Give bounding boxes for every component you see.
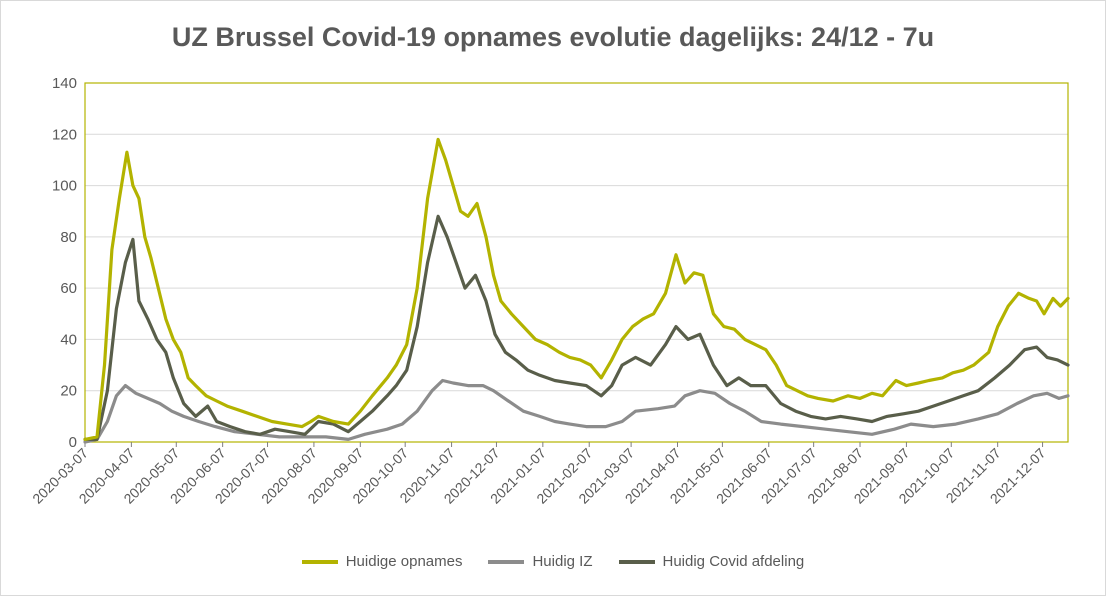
- series-line-huidig-covid-afdeling: [83, 214, 1070, 441]
- series-line-huidige-opnames: [83, 137, 1070, 441]
- legend-label: Huidig Covid afdeling: [662, 553, 805, 570]
- legend-swatch: [618, 559, 655, 564]
- legend-label: Huidige opnames: [345, 553, 463, 570]
- legend-item: Huidig Covid afdeling: [618, 553, 805, 570]
- legend: Huidige opnames Huidig IZ Huidig Covid afd…: [0, 553, 1106, 570]
- legend-swatch: [488, 559, 525, 564]
- y-tick-label: 60: [60, 280, 77, 297]
- series-line-huidig-iz: [83, 378, 1070, 444]
- y-tick-label: 100: [52, 178, 77, 195]
- y-tick-label: 0: [69, 434, 77, 451]
- legend-label: Huidig IZ: [532, 553, 593, 570]
- y-tick-label: 20: [60, 383, 77, 400]
- chart-title: UZ Brussel Covid-19 opnames evolutie dag…: [171, 22, 935, 52]
- plot-area-border: [84, 82, 1069, 443]
- legend-item: Huidig IZ: [488, 553, 593, 570]
- y-tick-label: 40: [60, 331, 77, 348]
- y-tick-label: 140: [52, 75, 77, 92]
- legend-item: Huidige opnames: [301, 553, 463, 570]
- y-tick-label: 120: [52, 126, 77, 143]
- legend-swatch: [301, 559, 338, 564]
- y-tick-label: 80: [60, 229, 77, 246]
